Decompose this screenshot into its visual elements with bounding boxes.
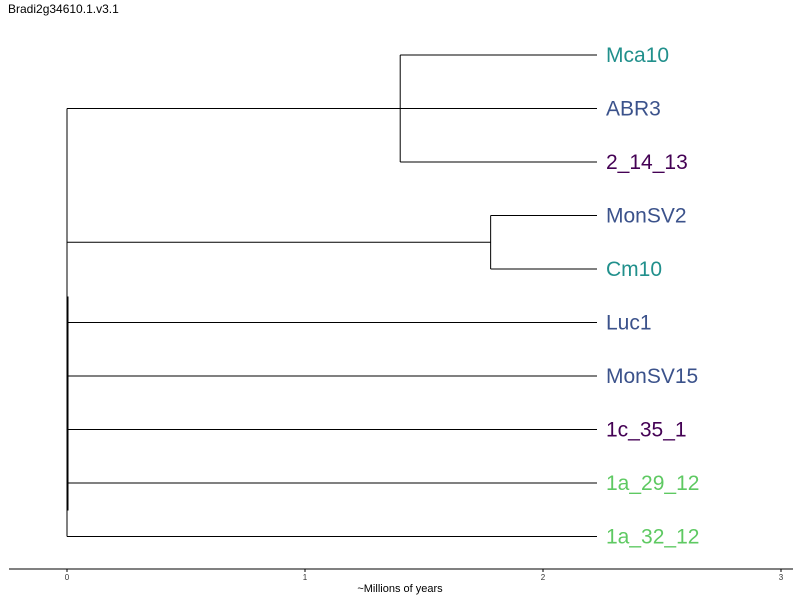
x-tick-label: 3 [779,573,784,582]
leaf-label: Cm10 [606,258,662,281]
leaf-label: Luc1 [606,312,652,335]
leaf-label: 1a_29_12 [606,472,699,495]
leaf-label: MonSV15 [606,365,698,388]
x-tick-label: 1 [303,573,308,582]
leaf-label: 1c_35_1 [606,419,687,442]
leaf-label: Mca10 [606,44,669,67]
x-axis: 0 1 2 3 [9,568,793,582]
leaf-label: MonSV2 [606,205,687,228]
x-tick-label: 0 [65,573,70,582]
leaf-labels: Mca10 ABR3 2_14_13 MonSV2 Cm10 Luc1 MonSV15 1c_… [606,44,699,549]
x-tick-label: 2 [541,573,546,582]
branches [66,54,597,537]
tree-title: Bradi2g34610.1.v3.1 [8,2,119,16]
leaf-label: ABR3 [606,98,661,121]
leaf-label: 1a_32_12 [606,526,699,549]
leaf-label: 2_14_13 [606,151,688,174]
x-axis-label: ~Millions of years [357,583,443,595]
